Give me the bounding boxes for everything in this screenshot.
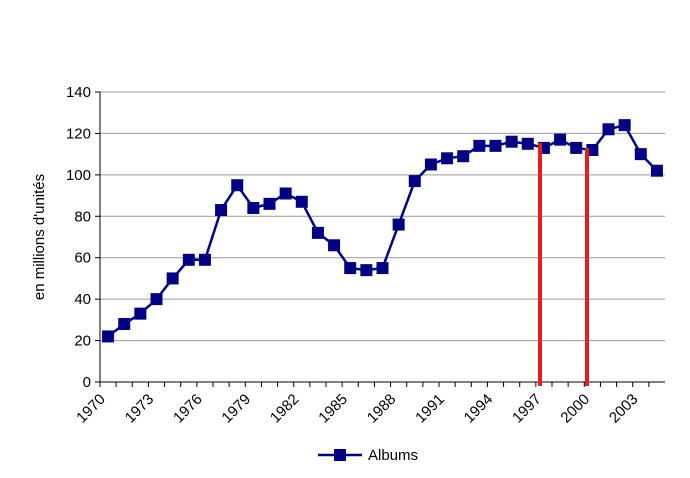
point: [408, 175, 421, 188]
point: [376, 262, 389, 275]
plot-area: 0 20 40 60 80 100 120 140 1970 1973 1976 1979 1982 19…: [66, 84, 665, 464]
point: [279, 187, 292, 200]
x-tick-label: 1988: [364, 391, 400, 427]
point: [311, 226, 324, 239]
point: [602, 123, 615, 136]
point: [521, 137, 534, 150]
point: [166, 272, 179, 285]
point: [392, 218, 405, 231]
point: [424, 158, 437, 171]
y-tick-label: 100: [66, 167, 91, 184]
point: [150, 293, 163, 306]
point: [231, 179, 244, 192]
point: [215, 204, 228, 217]
series-line: [107, 123, 658, 338]
point: [441, 152, 454, 165]
point: [134, 307, 147, 320]
x-tick-label: 1982: [267, 391, 303, 427]
x-tick-label: 1991: [412, 391, 448, 427]
point: [618, 119, 631, 132]
point: [263, 197, 276, 210]
y-axis-label: en millions d'unités: [31, 174, 48, 300]
point: [489, 139, 502, 152]
point: [295, 195, 308, 208]
x-tick-label: 1970: [73, 391, 109, 427]
point: [650, 164, 663, 177]
point: [102, 330, 115, 343]
point: [570, 141, 583, 154]
x-tick-label: 1985: [315, 391, 351, 427]
legend-label: Albums: [368, 447, 418, 464]
y-tick-label: 60: [74, 250, 91, 267]
point: [328, 239, 341, 252]
point: [634, 148, 647, 161]
y-tick-label: 20: [74, 333, 91, 350]
point: [118, 318, 131, 330]
y-tick-label: 0: [83, 374, 91, 391]
point: [505, 135, 518, 148]
y-tick-label: 120: [66, 125, 91, 142]
point: [586, 144, 599, 156]
point: [198, 253, 211, 266]
y-tick-label: 40: [74, 291, 91, 308]
x-tick-label: 1994: [461, 391, 497, 427]
x-tick-label: 2003: [606, 391, 642, 427]
point: [360, 264, 373, 277]
x-tick-label: 1979: [218, 391, 254, 427]
point: [182, 253, 195, 266]
point: [457, 150, 470, 163]
legend-marker: [334, 449, 346, 461]
x-tick-label: 2000: [557, 391, 593, 427]
point: [554, 133, 567, 146]
point: [344, 262, 357, 275]
point: [247, 202, 260, 214]
y-tick-label: 80: [74, 208, 91, 225]
point: [473, 139, 486, 152]
x-tick-label: 1973: [122, 391, 158, 427]
x-tick-label: 1997: [509, 391, 545, 427]
x-tick-label: 1976: [170, 391, 206, 427]
y-tick-label: 140: [66, 84, 91, 101]
